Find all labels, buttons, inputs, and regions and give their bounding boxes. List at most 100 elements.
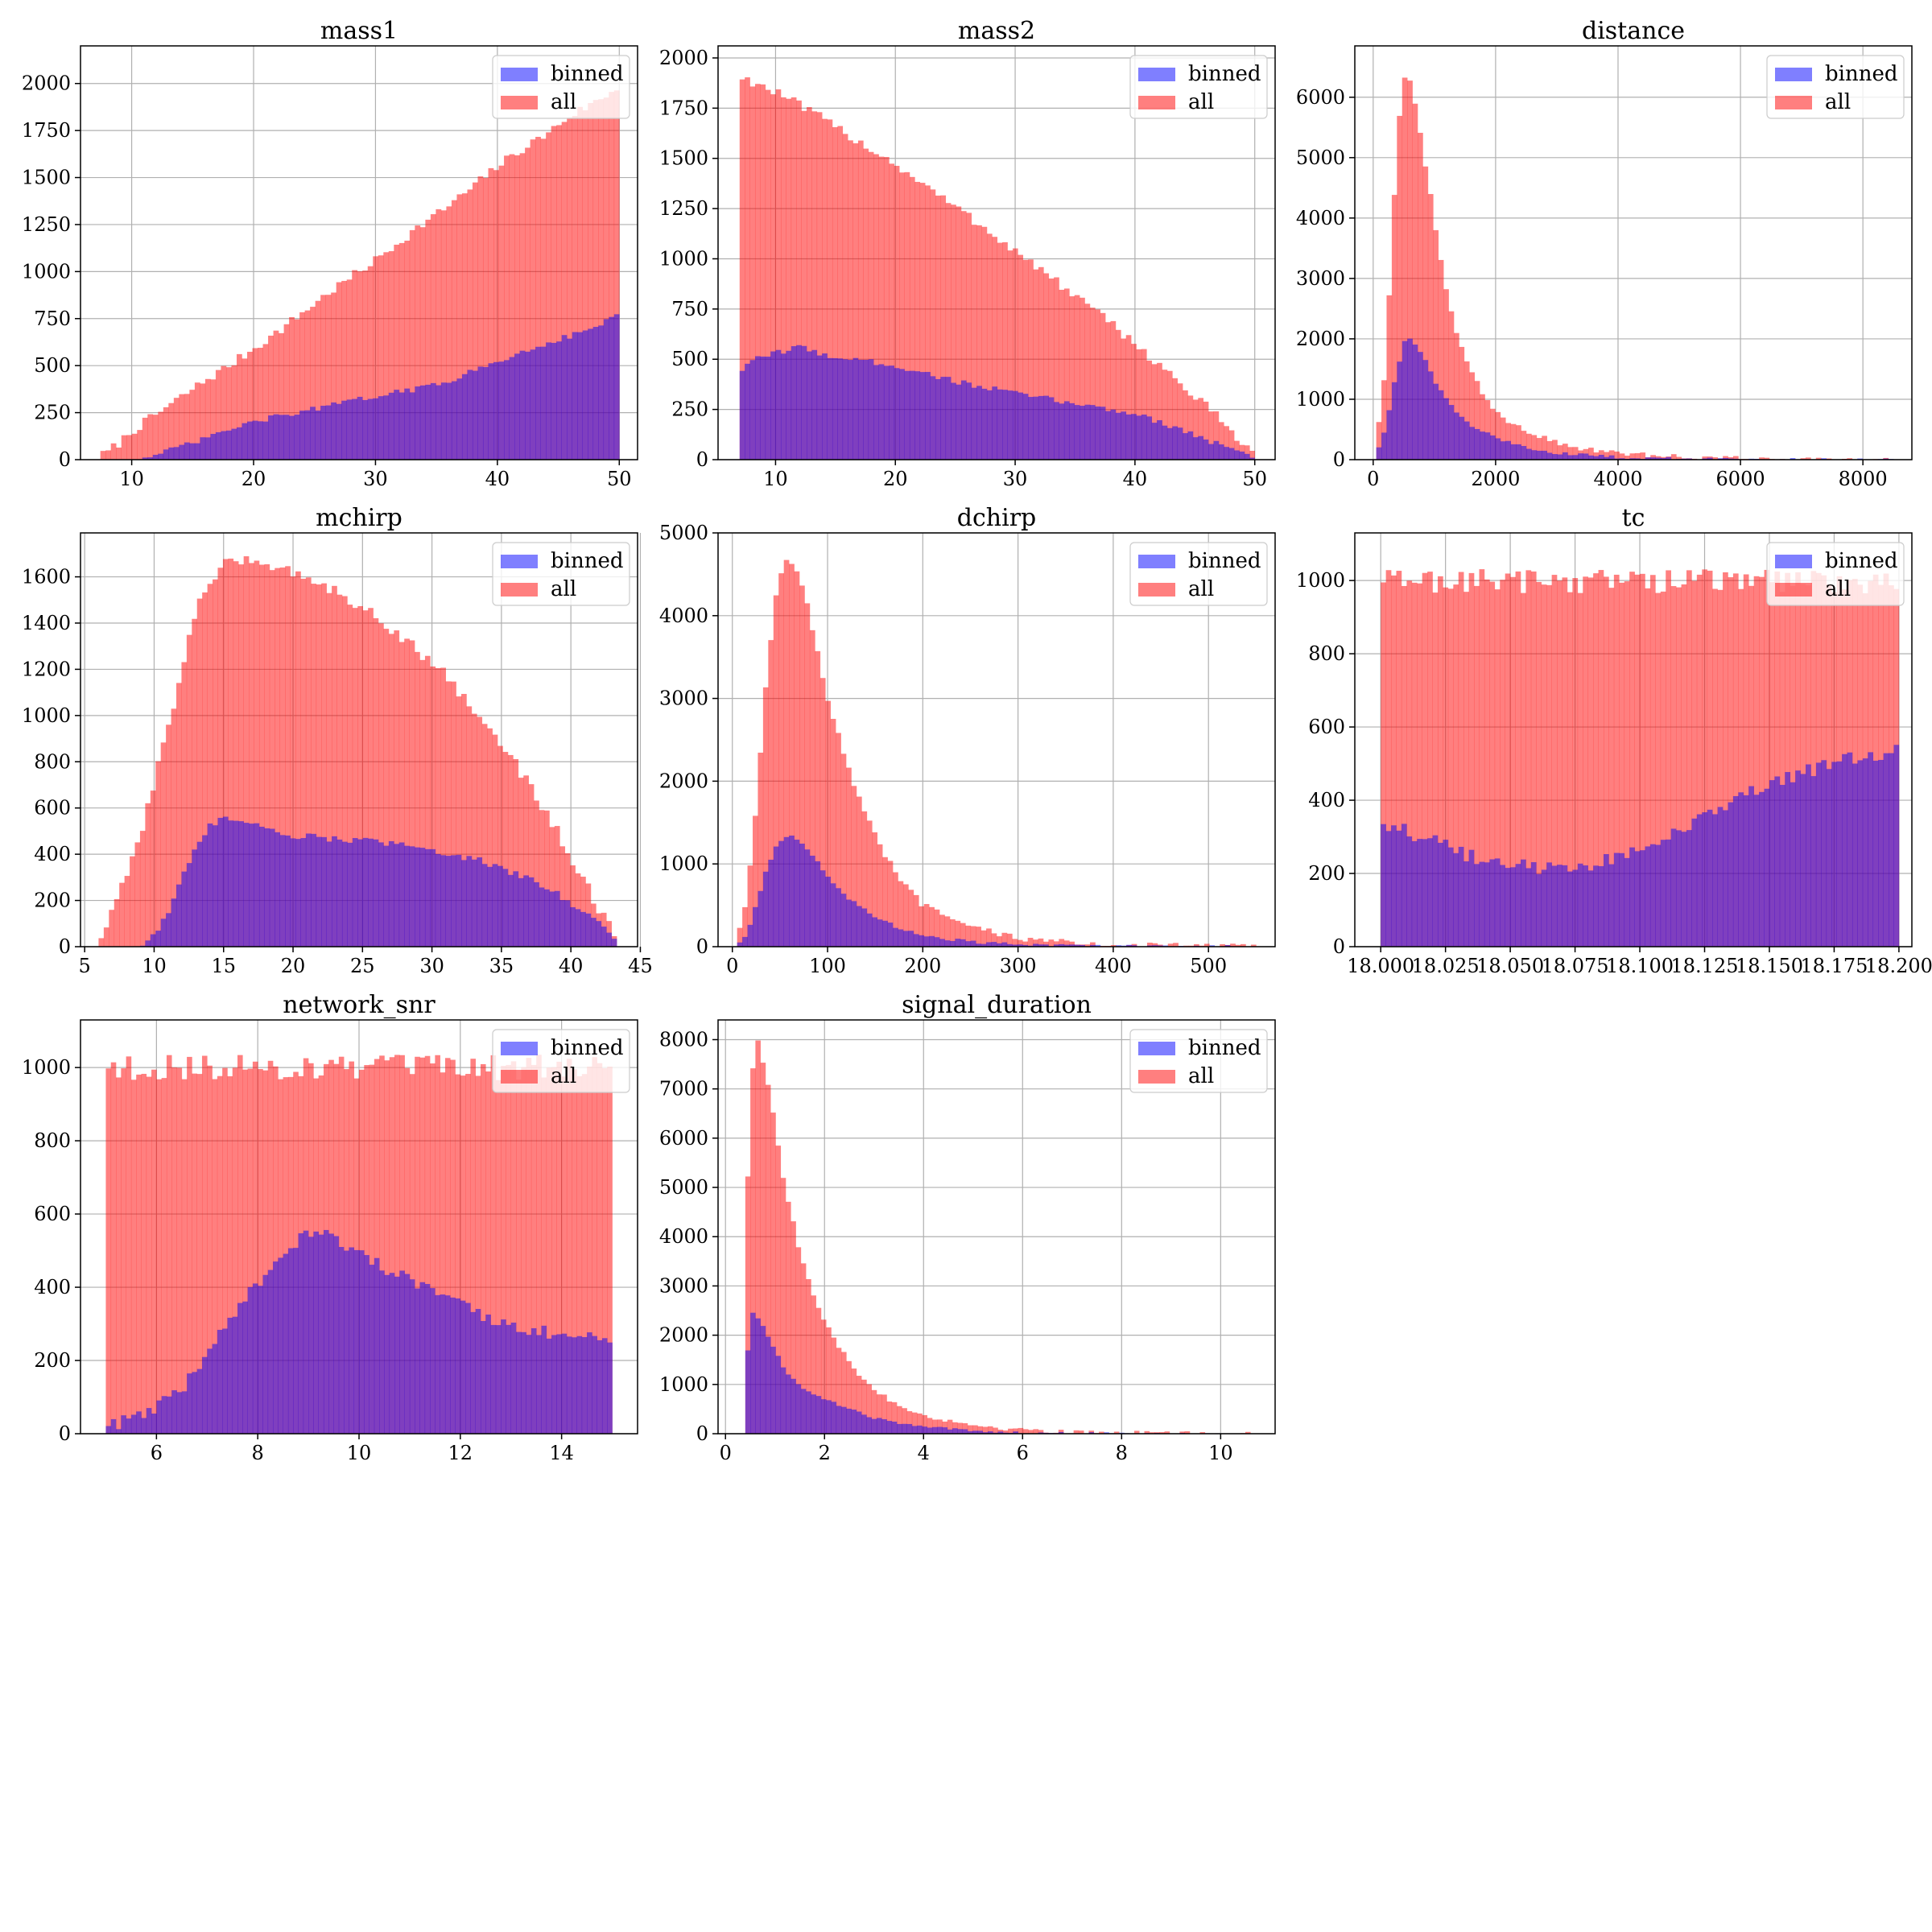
- bar-all: [1001, 932, 1008, 947]
- x-tick-label: 500: [1190, 955, 1227, 977]
- bar-all: [811, 1295, 816, 1434]
- bar-all: [1567, 592, 1573, 947]
- y-tick-label: 400: [1308, 789, 1345, 811]
- bar-binned: [1038, 395, 1044, 460]
- bar-binned: [997, 943, 1002, 947]
- bar-all: [1230, 943, 1236, 947]
- bar-binned: [546, 1338, 552, 1434]
- bar-all: [965, 925, 972, 947]
- bar-binned: [141, 1418, 147, 1434]
- bar-all: [275, 568, 281, 947]
- legend-swatch-all: [1775, 96, 1812, 109]
- bar-all: [1059, 939, 1065, 947]
- bar-binned: [477, 366, 484, 460]
- bar-binned: [956, 384, 962, 460]
- x-tick-label: 18.000: [1347, 955, 1414, 977]
- bar-all: [1479, 569, 1485, 947]
- bar-all: [877, 844, 883, 947]
- bar-binned: [495, 1325, 502, 1434]
- bar-binned: [155, 931, 161, 947]
- bar-all: [321, 583, 327, 947]
- bar-binned: [1759, 791, 1765, 947]
- bar-binned: [1525, 868, 1532, 947]
- bar-all: [977, 1426, 984, 1434]
- bar-binned: [951, 382, 956, 460]
- bar-all: [300, 578, 307, 947]
- axes-frame: [1354, 45, 1913, 460]
- bar-binned: [1228, 448, 1235, 460]
- bar-binned: [285, 835, 291, 947]
- bar-binned: [445, 856, 452, 947]
- bar-all: [238, 564, 244, 947]
- bar-binned: [1883, 753, 1889, 947]
- bar-binned: [368, 838, 374, 947]
- bar-binned: [1748, 786, 1754, 947]
- bar-all: [739, 79, 745, 460]
- bar-all: [800, 1263, 807, 1434]
- x-tick-label: 10: [119, 468, 144, 490]
- bar-binned: [889, 365, 895, 460]
- bar-binned: [404, 388, 411, 460]
- bar-binned: [493, 361, 499, 460]
- bar-binned: [841, 1406, 847, 1434]
- bar-binned: [181, 871, 188, 947]
- bar-all: [1110, 320, 1117, 460]
- x-tick-label: 6: [151, 1442, 163, 1464]
- bar-all: [246, 351, 253, 460]
- bar-binned: [299, 411, 305, 460]
- bar-binned: [597, 1340, 603, 1434]
- bar-binned: [981, 388, 988, 460]
- bar-binned: [300, 838, 307, 947]
- bar-all: [840, 753, 847, 947]
- bar-all: [889, 163, 895, 460]
- bar-binned: [404, 845, 410, 947]
- bar-all: [929, 906, 935, 947]
- bar-binned: [451, 381, 457, 460]
- bar-all: [109, 910, 115, 947]
- bar-all: [1536, 438, 1542, 460]
- bar-binned: [507, 874, 514, 947]
- bar-all: [1453, 584, 1459, 947]
- bar-binned: [1234, 450, 1240, 460]
- bar-binned: [564, 900, 571, 947]
- bar-binned: [176, 1392, 183, 1434]
- bar-binned: [1567, 455, 1574, 460]
- bar-all: [470, 1059, 476, 1434]
- bar-all: [399, 1055, 405, 1434]
- bar-binned: [846, 899, 852, 947]
- bar-all: [383, 252, 390, 460]
- bar-binned: [456, 378, 463, 460]
- bar-binned: [883, 365, 890, 460]
- bar-all: [488, 167, 494, 460]
- bar-all: [1774, 571, 1781, 947]
- bar-binned: [200, 437, 206, 460]
- bar-all: [116, 447, 122, 460]
- bar-all: [1542, 436, 1547, 460]
- bar-all: [228, 558, 234, 947]
- bar-binned: [760, 1326, 766, 1434]
- bar-binned: [186, 863, 192, 947]
- x-tick-label: 20: [242, 468, 266, 490]
- axes-frame: [80, 45, 638, 460]
- bar-all: [424, 655, 431, 947]
- bar-binned: [898, 929, 904, 947]
- bar-all: [851, 786, 857, 947]
- bar-binned: [1510, 867, 1516, 947]
- bar-all: [1244, 445, 1250, 460]
- bar-all: [1406, 580, 1413, 947]
- bar-binned: [549, 891, 555, 947]
- bar-all: [1183, 390, 1188, 460]
- bar-binned: [273, 1261, 279, 1434]
- bar-binned: [1209, 945, 1216, 947]
- bar-binned: [581, 1337, 588, 1434]
- bar-binned: [842, 359, 848, 460]
- bar-all: [572, 116, 578, 460]
- bar-all: [1417, 583, 1422, 947]
- bar-all: [1702, 569, 1708, 947]
- bar-all: [222, 1067, 228, 1434]
- bar-all: [110, 443, 117, 460]
- bar-binned: [510, 1322, 517, 1434]
- bar-all: [181, 1079, 188, 1434]
- bar-binned: [394, 1276, 400, 1434]
- bar-binned: [1552, 454, 1558, 460]
